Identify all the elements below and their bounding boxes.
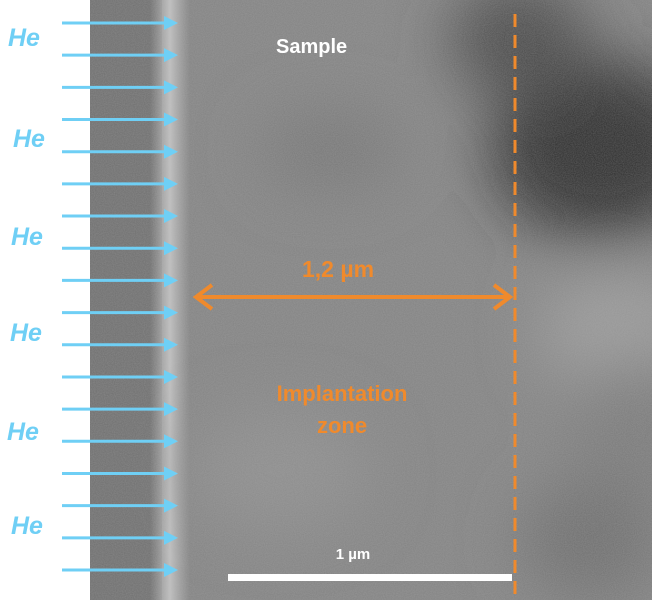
- ion-arrow: [62, 16, 178, 30]
- he-label-5: He: [7, 418, 39, 446]
- he-label-1: He: [8, 24, 40, 52]
- zone-label-line2: zone: [316, 413, 368, 438]
- ion-arrow: [62, 112, 178, 127]
- ion-arrow: [62, 241, 178, 256]
- ion-arrow: [62, 80, 178, 95]
- he-label-3: He: [11, 223, 43, 251]
- ion-arrow: [62, 176, 178, 191]
- ion-arrow: [62, 402, 178, 417]
- ion-arrow: [62, 369, 178, 384]
- ion-arrow: [62, 144, 178, 159]
- ion-arrow: [62, 530, 178, 545]
- scale-bar-label: 1 µm: [335, 546, 371, 563]
- he-label-6: He: [11, 512, 43, 540]
- zone-label-line1: Implantation: [276, 381, 408, 406]
- implantation-zone-label: Implantation zone: [242, 378, 442, 442]
- sample-label: Sample: [276, 36, 348, 58]
- depth-measure-label: 1,2 µm: [302, 256, 375, 282]
- ion-arrow: [62, 305, 178, 320]
- ion-arrow: [62, 434, 178, 449]
- ion-arrow: [62, 563, 178, 577]
- he-label-4: He: [10, 319, 42, 347]
- ion-arrow: [62, 337, 178, 352]
- ion-arrow: [62, 48, 178, 63]
- micrograph-background: [90, 0, 652, 600]
- ion-arrow: [62, 466, 178, 481]
- depth-measure-arrow: [192, 283, 514, 311]
- ion-arrow: [62, 498, 178, 513]
- ion-arrow: [62, 209, 178, 224]
- ion-arrow-group: [62, 16, 178, 577]
- he-label-2: He: [13, 125, 45, 153]
- ion-arrow: [62, 273, 178, 288]
- scale-bar: [228, 574, 512, 581]
